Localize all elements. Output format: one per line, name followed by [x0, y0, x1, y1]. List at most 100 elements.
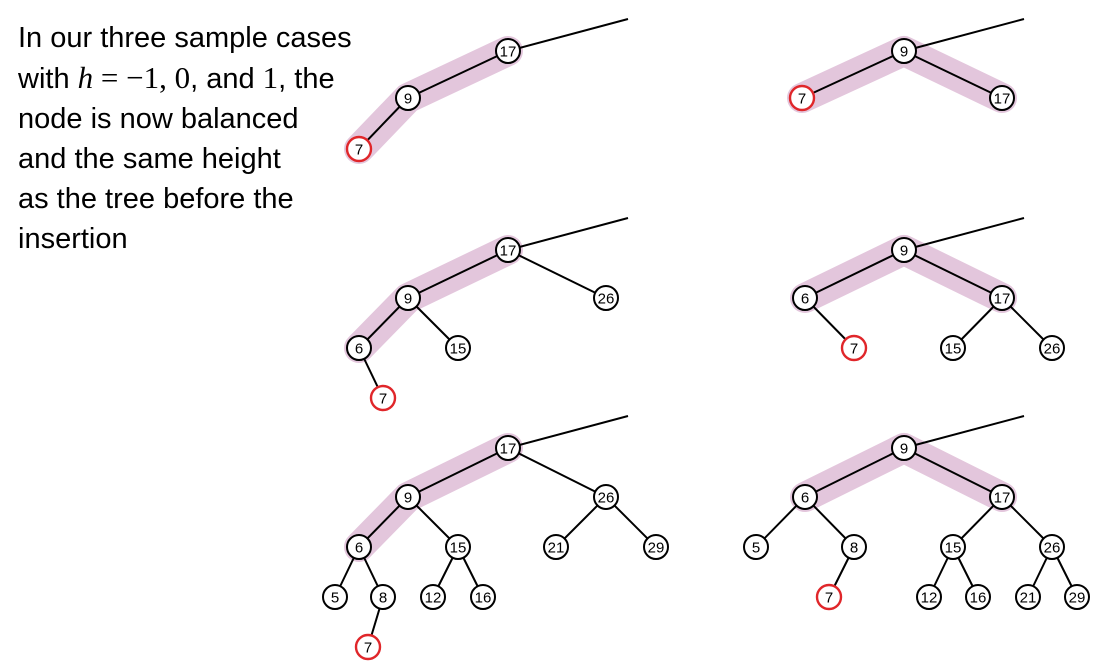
tree-node-15: 15 [445, 534, 471, 560]
tree-node-15: 15 [940, 335, 966, 361]
node-circle [369, 384, 397, 412]
node-label: 17 [500, 44, 517, 61]
node-circle [792, 484, 818, 510]
tree-node-9: 9 [891, 435, 917, 461]
node-circle [395, 85, 421, 111]
tree-after-1: 9 7 17 [787, 18, 1025, 113]
tree-node-26: 26 [1039, 534, 1065, 560]
parent-link [903, 18, 1025, 52]
tree-node-29: 29 [643, 534, 669, 560]
node-label: 26 [598, 490, 615, 507]
tree-edge [903, 249, 1003, 299]
node-label: 5 [331, 590, 339, 607]
node-circle [643, 534, 669, 560]
parent-link [507, 415, 629, 449]
value-zero: 0 [174, 60, 191, 95]
tree-node-9: 9 [891, 237, 917, 263]
node-label: 29 [1069, 590, 1086, 607]
tree-edge [407, 249, 509, 299]
caption-line-2: with h = −1, 0, and 1, the [18, 58, 418, 99]
node-label: 9 [900, 243, 908, 260]
tree-edge [903, 447, 1003, 498]
tree-edge [407, 50, 509, 99]
node-circle [891, 237, 917, 263]
tree-node-16: 16 [965, 584, 991, 610]
caption-line-4: and the same height [18, 143, 281, 175]
value-one: 1 [262, 60, 279, 95]
node-label: 16 [970, 590, 987, 607]
inserted-node-7: 7 [788, 84, 816, 112]
node-label: 7 [355, 142, 363, 159]
parent-link [507, 217, 629, 251]
tree-node-12: 12 [420, 584, 446, 610]
tree-node-17: 17 [989, 285, 1015, 311]
tree-node-29: 29 [1064, 584, 1090, 610]
node-circle [989, 85, 1015, 111]
node-label: 7 [850, 341, 858, 358]
caption-line-6: insertion [18, 223, 128, 255]
inserted-node-7: 7 [345, 135, 373, 163]
node-circle [322, 584, 348, 610]
node-label: 29 [648, 540, 665, 557]
tree-node-26: 26 [1039, 335, 1065, 361]
node-circle [495, 38, 521, 64]
node-label: 21 [548, 540, 565, 557]
tree-node-9: 9 [395, 85, 421, 111]
node-label: 15 [450, 540, 467, 557]
node-circle [1064, 584, 1090, 610]
node-label: 6 [801, 291, 809, 308]
h-variable: h [77, 60, 94, 95]
node-circle [841, 534, 867, 560]
tree-node-15: 15 [940, 534, 966, 560]
tree-node-6: 6 [792, 484, 818, 510]
tree-node-26: 26 [593, 484, 619, 510]
tree-edge [407, 447, 509, 498]
node-label: 21 [1020, 590, 1037, 607]
node-label: 16 [475, 590, 492, 607]
tree-edge [507, 249, 607, 299]
parent-link [507, 18, 629, 52]
tree-node-17: 17 [495, 435, 521, 461]
node-circle [346, 534, 372, 560]
tree-node-21: 21 [1015, 584, 1041, 610]
caption-line-1: In our three sample cases [18, 22, 352, 54]
tree-node-5: 5 [743, 534, 769, 560]
node-circle [543, 534, 569, 560]
tree-edge [804, 249, 905, 299]
node-label: 9 [404, 490, 412, 507]
caption-line-3: node is now balanced [18, 103, 299, 135]
tree-edge [903, 50, 1003, 99]
comma-1: , [159, 60, 175, 95]
node-label: 12 [921, 590, 938, 607]
tree-node-9: 9 [395, 285, 421, 311]
node-circle [495, 237, 521, 263]
tree-node-9: 9 [891, 38, 917, 64]
node-circle [743, 534, 769, 560]
node-circle [395, 285, 421, 311]
caption-line-5: as the tree before the [18, 183, 294, 215]
tree-node-26: 26 [593, 285, 619, 311]
tree-edge [801, 50, 905, 99]
node-label: 17 [500, 441, 517, 458]
node-label: 17 [994, 91, 1011, 108]
node-circle [940, 534, 966, 560]
node-label: 6 [801, 490, 809, 507]
node-circle [445, 335, 471, 361]
node-label: 26 [598, 291, 615, 308]
node-circle [891, 435, 917, 461]
node-label: 9 [404, 91, 412, 108]
node-label: 7 [798, 91, 806, 108]
node-label: 9 [404, 291, 412, 308]
tree-node-17: 17 [495, 237, 521, 263]
node-circle [840, 334, 868, 362]
node-circle [916, 584, 942, 610]
node-circle [989, 285, 1015, 311]
node-label: 7 [379, 391, 387, 408]
tree-node-5: 5 [322, 584, 348, 610]
parent-link [903, 415, 1025, 449]
node-circle [346, 335, 372, 361]
inserted-node-7: 7 [840, 334, 868, 362]
node-circle [420, 584, 446, 610]
